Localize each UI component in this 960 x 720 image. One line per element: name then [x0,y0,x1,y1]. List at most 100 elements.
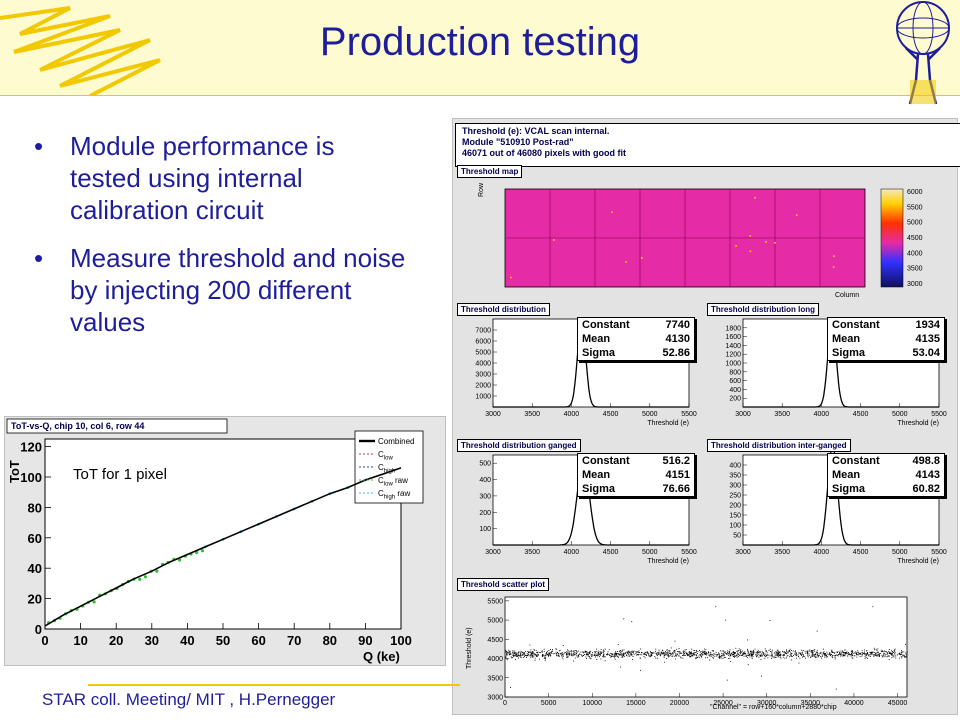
scatter-point [865,653,867,655]
histogram-xtick-label: 5500 [931,549,947,556]
tot-ytick-label: 0 [35,622,42,637]
scatter-point [652,652,654,653]
scatter-point [736,654,737,656]
scatter-point [590,654,592,656]
scatter-point [670,654,672,656]
scatter-point [630,653,632,655]
scatter-point [645,652,646,653]
scatter-point [905,654,907,656]
map-hot-pixel [625,261,627,263]
scatter-point [848,652,849,653]
scatter-point [627,653,629,654]
scatter-point [562,654,564,656]
scatter-point [837,652,838,653]
scatter-point [732,654,734,656]
scatter-point [603,653,605,655]
scatter-point [867,657,868,659]
scatter-point [661,653,662,655]
scatter-point [600,651,602,653]
histogram-ytick-label: 1200 [725,352,741,359]
scatter-point [627,655,629,657]
scatter-point [796,654,797,656]
scatter-point [647,652,648,653]
scatter-point [707,657,709,658]
scatter-point [512,655,514,656]
scatter-point [594,654,596,656]
scatter-point [766,652,768,654]
scatter-point [595,656,596,658]
scatter-point [732,656,734,657]
scatter-point [621,655,623,657]
scatter-point [700,651,702,652]
scatter-point [682,650,684,652]
scatter-point [508,653,510,655]
scatter-point [650,652,652,654]
scatter-point [521,651,523,653]
scatter-point [763,652,765,654]
scatter-point [659,653,661,655]
scatter-point [881,655,883,657]
histogram-xtick-label: 4000 [564,549,580,556]
scatter-point [901,651,903,653]
scatter-point [838,654,840,655]
scatter-point [831,655,833,657]
scatter-point [874,655,876,657]
scatter-point [875,653,876,654]
scatter-point [812,652,813,654]
scatter-point [566,656,568,658]
scatter-point [622,653,624,654]
scatter-point [517,654,519,656]
scatter-xtick-label: 35000 [801,700,821,707]
scatter-point [587,653,589,655]
scatter-point [895,657,897,659]
scatter-point [742,655,743,656]
histogram-ytick-label: 300 [479,493,491,500]
scatter-point [700,655,701,657]
scatter-point [771,655,773,657]
scatter-point [648,654,649,656]
scatter-point [695,649,697,651]
scatter-point [786,652,788,654]
scatter-point [725,653,727,655]
scatter-point [794,653,795,655]
scatter-point [590,657,592,659]
scatter-point [847,652,849,654]
scatter-point [752,654,753,655]
scatter-point [812,654,814,655]
scatter-point [580,651,582,653]
scatter-point [667,654,669,655]
scatter-point [719,657,721,658]
map-hot-pixel [754,196,756,199]
scatter-point [632,659,633,660]
histogram-ytick-label: 1000 [725,361,741,368]
scatter-point [603,652,605,654]
scatter-point [643,652,645,654]
scatter-point [739,652,741,654]
histogram-ytick-label: 800 [729,369,741,376]
scatter-point [555,648,557,650]
tot-xtick-label: 90 [358,633,372,648]
scatter-point [573,655,575,657]
scatter-point [740,651,741,652]
scatter-point [736,650,738,652]
tot-ytick-label: 80 [28,500,42,515]
scatter-outlier [769,620,771,621]
scatter-point [530,652,532,654]
scatter-point [705,653,707,655]
scatter-point [810,657,811,658]
scatter-point [620,654,622,656]
scatter-xtick-label: 20000 [670,700,690,707]
scatter-point [705,649,707,651]
scatter-point [848,654,850,656]
scatter-point [682,657,684,659]
scatter-point [667,653,669,654]
scatter-point [730,660,731,662]
scatter-point [844,652,846,654]
scatter-point [832,657,833,658]
tot-xtick-label: 40 [180,633,194,648]
scatter-point [670,653,672,654]
scatter-point [864,653,866,655]
fit-stat-row: Sigma 52.86 [578,346,694,360]
scatter-point [571,650,572,652]
scatter-point [622,656,623,658]
